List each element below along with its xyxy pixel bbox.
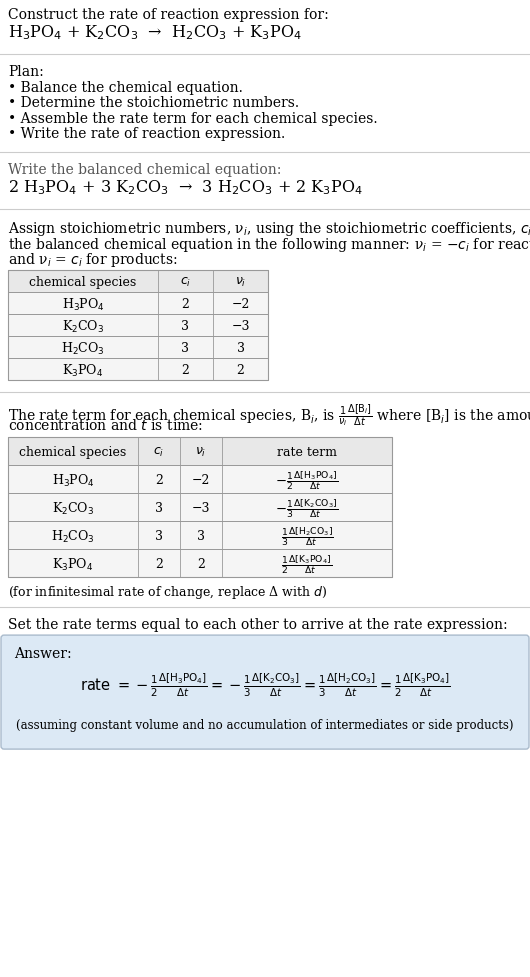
Text: • Assemble the rate term for each chemical species.: • Assemble the rate term for each chemic…: [8, 111, 377, 126]
Text: 2: 2: [155, 558, 163, 571]
Text: Construct the rate of reaction expression for:: Construct the rate of reaction expressio…: [8, 8, 329, 21]
Text: The rate term for each chemical species, B$_i$, is $\frac{1}{\nu_i}\frac{\Delta[: The rate term for each chemical species,…: [8, 403, 530, 428]
Bar: [8, 359, 268, 380]
Text: concentration and $t$ is time:: concentration and $t$ is time:: [8, 418, 203, 433]
Text: $-\frac{1}{3}\frac{\Delta[\mathrm{K_2CO_3}]}{\Delta t}$: $-\frac{1}{3}\frac{\Delta[\mathrm{K_2CO_…: [276, 496, 339, 520]
Text: 3: 3: [197, 530, 205, 542]
Bar: [8, 549, 392, 577]
Bar: [8, 465, 392, 493]
Text: Assign stoichiometric numbers, ν$_i$, using the stoichiometric coefficients, $c_: Assign stoichiometric numbers, ν$_i$, us…: [8, 220, 530, 238]
Text: $c_i$: $c_i$: [180, 276, 191, 289]
Text: 2: 2: [182, 298, 189, 311]
Bar: [8, 521, 392, 549]
Text: • Write the rate of reaction expression.: • Write the rate of reaction expression.: [8, 127, 285, 142]
Bar: [8, 271, 268, 292]
Text: Write the balanced chemical equation:: Write the balanced chemical equation:: [8, 162, 281, 177]
Text: −3: −3: [231, 319, 250, 333]
Bar: [8, 271, 268, 380]
Text: $\nu_i$: $\nu_i$: [196, 446, 207, 459]
Text: −2: −2: [231, 298, 250, 311]
Text: (assuming constant volume and no accumulation of intermediates or side products): (assuming constant volume and no accumul…: [16, 718, 514, 732]
Text: rate $= -\frac{1}{2}\frac{\Delta[\mathrm{H_3PO_4}]}{\Delta t} = -\frac{1}{3}\fra: rate $= -\frac{1}{2}\frac{\Delta[\mathrm…: [80, 670, 450, 699]
Text: K$_2$CO$_3$: K$_2$CO$_3$: [52, 500, 94, 516]
Text: H$_3$PO$_4$ + K$_2$CO$_3$  →  H$_2$CO$_3$ + K$_3$PO$_4$: H$_3$PO$_4$ + K$_2$CO$_3$ → H$_2$CO$_3$ …: [8, 23, 302, 42]
Text: • Determine the stoichiometric numbers.: • Determine the stoichiometric numbers.: [8, 96, 299, 110]
Text: 2: 2: [236, 363, 244, 377]
Text: $\frac{1}{2}\frac{\Delta[\mathrm{K_3PO_4}]}{\Delta t}$: $\frac{1}{2}\frac{\Delta[\mathrm{K_3PO_4…: [281, 553, 332, 575]
Text: K$_3$PO$_4$: K$_3$PO$_4$: [52, 556, 94, 573]
Text: H$_3$PO$_4$: H$_3$PO$_4$: [61, 296, 104, 313]
Text: 2: 2: [155, 474, 163, 487]
Text: H$_3$PO$_4$: H$_3$PO$_4$: [51, 472, 94, 488]
Text: 3: 3: [181, 342, 190, 355]
Text: −3: −3: [192, 501, 210, 515]
Text: 2: 2: [182, 363, 189, 377]
Bar: [8, 336, 268, 359]
Text: 3: 3: [236, 342, 244, 355]
Text: 2 H$_3$PO$_4$ + 3 K$_2$CO$_3$  →  3 H$_2$CO$_3$ + 2 K$_3$PO$_4$: 2 H$_3$PO$_4$ + 3 K$_2$CO$_3$ → 3 H$_2$C…: [8, 178, 363, 196]
Text: 2: 2: [197, 558, 205, 571]
Text: chemical species: chemical species: [29, 276, 137, 289]
Text: the balanced chemical equation in the following manner: ν$_i$ = −$c_i$ for react: the balanced chemical equation in the fo…: [8, 235, 530, 253]
Text: −2: −2: [192, 474, 210, 487]
Text: chemical species: chemical species: [20, 446, 127, 458]
Bar: [8, 493, 392, 521]
Bar: [8, 437, 392, 465]
Bar: [8, 437, 392, 577]
Text: $-\frac{1}{2}\frac{\Delta[\mathrm{H_3PO_4}]}{\Delta t}$: $-\frac{1}{2}\frac{\Delta[\mathrm{H_3PO_…: [276, 469, 339, 491]
Text: Answer:: Answer:: [14, 647, 72, 660]
Text: Plan:: Plan:: [8, 65, 44, 79]
Text: $c_i$: $c_i$: [153, 446, 165, 459]
FancyBboxPatch shape: [1, 635, 529, 749]
Text: Set the rate terms equal to each other to arrive at the rate expression:: Set the rate terms equal to each other t…: [8, 616, 508, 631]
Text: K$_2$CO$_3$: K$_2$CO$_3$: [62, 319, 104, 334]
Text: 3: 3: [155, 530, 163, 542]
Text: and ν$_i$ = $c_i$ for products:: and ν$_i$ = $c_i$ for products:: [8, 251, 178, 269]
Text: $\frac{1}{3}\frac{\Delta[\mathrm{H_2CO_3}]}{\Delta t}$: $\frac{1}{3}\frac{\Delta[\mathrm{H_2CO_3…: [280, 525, 333, 547]
Text: 3: 3: [181, 319, 190, 333]
Text: rate term: rate term: [277, 446, 337, 458]
Text: $\nu_i$: $\nu_i$: [235, 276, 246, 289]
Bar: [8, 292, 268, 315]
Text: H$_2$CO$_3$: H$_2$CO$_3$: [61, 340, 105, 357]
Text: 3: 3: [155, 501, 163, 515]
Text: (for infinitesimal rate of change, replace Δ with $d$): (for infinitesimal rate of change, repla…: [8, 583, 328, 600]
Text: H$_2$CO$_3$: H$_2$CO$_3$: [51, 528, 95, 544]
Bar: [8, 315, 268, 336]
Text: • Balance the chemical equation.: • Balance the chemical equation.: [8, 81, 243, 95]
Text: K$_3$PO$_4$: K$_3$PO$_4$: [63, 362, 103, 378]
